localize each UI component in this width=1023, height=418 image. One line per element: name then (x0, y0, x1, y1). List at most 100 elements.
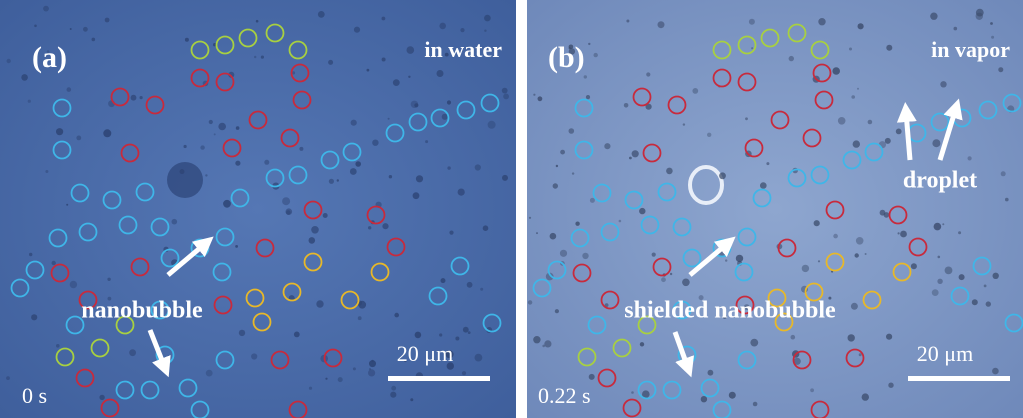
spot (818, 260, 820, 262)
defect (167, 162, 203, 198)
spot (555, 309, 559, 313)
spot (692, 88, 698, 94)
spot (753, 402, 758, 407)
spot (868, 120, 873, 125)
spot (56, 128, 63, 135)
spot (66, 204, 68, 206)
spot (1001, 171, 1006, 176)
spot (652, 253, 656, 257)
spot (21, 74, 28, 81)
spot (105, 18, 110, 23)
spot (719, 172, 726, 179)
spot (789, 56, 794, 61)
spot (455, 337, 459, 341)
spot (984, 285, 987, 288)
spot (368, 226, 371, 229)
spot (849, 48, 852, 51)
spot (439, 333, 442, 336)
spot (661, 277, 666, 282)
spot (745, 117, 748, 120)
spot (749, 19, 755, 25)
spot (538, 96, 543, 101)
spot (529, 217, 531, 219)
spot (533, 94, 535, 96)
spot (833, 234, 838, 239)
spot (560, 150, 565, 155)
spot (56, 344, 60, 348)
spot (553, 183, 558, 188)
spot (853, 140, 860, 147)
annotation: droplet (903, 168, 977, 194)
spot (382, 58, 386, 62)
spot (425, 140, 428, 143)
spot (544, 340, 551, 347)
spot (407, 46, 415, 54)
spot (70, 28, 72, 30)
spot (353, 367, 356, 370)
spot (533, 336, 540, 343)
spot (932, 289, 939, 296)
spot (382, 223, 388, 229)
spot (484, 30, 486, 32)
spot (218, 123, 226, 131)
spot (411, 101, 418, 108)
spot (483, 225, 489, 231)
spot (858, 23, 864, 29)
spot (367, 69, 370, 72)
spot (140, 96, 143, 99)
spot (70, 281, 77, 288)
spot (468, 331, 471, 334)
spot (972, 299, 978, 305)
spot (235, 161, 240, 166)
spot (180, 169, 185, 174)
spot (172, 219, 178, 225)
spot (584, 75, 587, 78)
spot (382, 17, 386, 21)
spot (930, 13, 937, 20)
spot (45, 170, 48, 173)
spot (316, 300, 323, 307)
spot (736, 255, 743, 262)
panel-label: (b) (548, 41, 585, 74)
spot (766, 162, 769, 165)
scale-bar-label: 20 μm (397, 341, 453, 366)
spot (666, 168, 673, 175)
spot (393, 79, 400, 86)
spot (550, 233, 557, 240)
spot (369, 360, 376, 367)
scale-bar (908, 376, 1010, 381)
spot (855, 253, 859, 257)
spot (528, 300, 532, 304)
spot (323, 213, 328, 218)
spot (629, 157, 632, 160)
spot (394, 313, 399, 318)
spot (239, 330, 245, 336)
spot (294, 332, 300, 338)
spot (708, 370, 714, 376)
spot (896, 129, 902, 135)
spot (439, 23, 446, 30)
time: 0 s (22, 383, 47, 408)
spot (107, 278, 110, 281)
spot (986, 301, 991, 306)
spot (683, 123, 685, 125)
spot (462, 371, 466, 375)
spot (413, 192, 420, 199)
spot (261, 56, 264, 59)
spot (791, 335, 796, 340)
spot (460, 28, 464, 32)
spot (28, 100, 31, 103)
spot (338, 377, 343, 382)
spot (309, 237, 316, 244)
spot (856, 237, 864, 245)
spot (940, 81, 946, 87)
figure: (a) in water nanobubble 20 μm 0 s (b) in… (0, 0, 1023, 418)
spot (832, 67, 840, 75)
spot (750, 339, 758, 347)
spot (441, 278, 446, 283)
scale-bar-label: 20 μm (917, 341, 973, 366)
spot (488, 121, 496, 129)
time: 0.22 s (538, 383, 591, 408)
spot (888, 383, 893, 388)
spot (449, 231, 453, 235)
